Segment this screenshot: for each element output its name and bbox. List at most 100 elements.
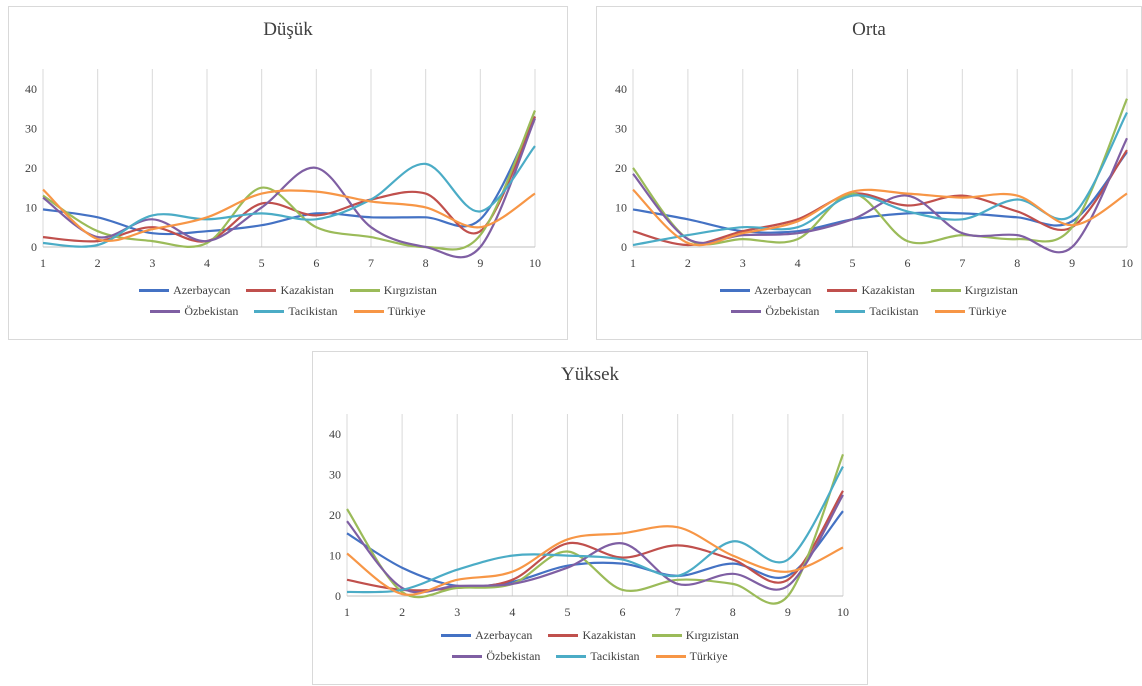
chart-plot: 0 10 20 30 40 1 2 3 4 5 6 7 8 9 10: [25, 69, 541, 270]
chart-plot: 0 10 20 30 40 1 2 3 4 5 6 7 8 9 10: [615, 69, 1133, 270]
x-tick-label: 3: [454, 605, 460, 619]
legend-label: Tacikistan: [869, 304, 919, 318]
chart-plot: 0 10 20 30 40 1 2 3 4 5 6 7 8 9 10: [329, 414, 849, 619]
chart-panel-dusuk: Düşük 0 10 20 30 40 1 2 3 4 5 6 7 8 9 10 Azerbaycan Kaz…: [8, 6, 568, 340]
legend-swatch: [731, 310, 762, 313]
y-tick-label: 20: [25, 161, 37, 175]
series-line-Kazakistan: [42, 116, 536, 243]
x-tick-label: 8: [1014, 256, 1020, 270]
x-tick-label: 5: [564, 605, 570, 619]
chart-title: Yüksek: [560, 364, 620, 385]
legend-label: Tacikistan: [288, 304, 338, 318]
y-tick-label: 0: [31, 240, 37, 254]
x-tick-label: 2: [95, 256, 101, 270]
x-tick-label: 10: [529, 256, 541, 270]
series-line-Azerbaycan: [346, 510, 844, 588]
legend-swatch: [651, 634, 682, 637]
legend-row: Azerbaycan Kazakistan Kırgızistan: [441, 628, 739, 643]
legend-item: Tacikistan: [556, 649, 640, 664]
x-tick-label: 7: [368, 256, 374, 270]
legend-label: Azerbaycan: [173, 283, 231, 297]
series-line-Azerbaycan: [632, 151, 1128, 234]
legend-swatch: [720, 289, 751, 292]
x-tick-label: 9: [785, 605, 791, 619]
legend-swatch: [441, 634, 472, 637]
legend-label: Özbekistan: [486, 649, 541, 663]
series-line-Tacikistan: [42, 145, 536, 248]
series-line-Türkiye: [42, 188, 536, 242]
x-tick-label: 9: [477, 256, 483, 270]
x-tick-label: 2: [399, 605, 405, 619]
legend-swatch: [835, 310, 866, 313]
y-tick-label: 0: [335, 589, 341, 603]
legend-label: Türkiye: [387, 304, 426, 318]
legend-swatch: [150, 310, 181, 313]
x-tick-label: 7: [959, 256, 965, 270]
chart-title: Düşük: [263, 19, 313, 40]
legend-swatch: [246, 289, 277, 292]
legend-label: Kırgızistan: [964, 283, 1018, 297]
chart-legend: Azerbaycan Kazakistan Kırgızistan Özbekista…: [313, 628, 867, 664]
y-tick-label: 0: [621, 240, 627, 254]
x-tick-label: 1: [630, 256, 636, 270]
legend-label: Türkiye: [968, 304, 1007, 318]
legend-label: Özbekistan: [184, 304, 239, 318]
y-tick-label: 10: [25, 200, 37, 214]
legend-swatch: [934, 310, 965, 313]
chart-panel-orta: Orta 0 10 20 30 40 1 2 3 4 5 6 7 8 9 10 Azerbaycan Kaza…: [596, 6, 1142, 340]
x-tick-label: 10: [837, 605, 849, 619]
legend-label: Özbekistan: [765, 304, 820, 318]
legend-swatch: [548, 634, 579, 637]
chart-legend: Azerbaycan Kazakistan Kırgızistan Özbekista…: [9, 283, 567, 319]
series-line-Tacikistan: [346, 466, 844, 594]
y-tick-label: 40: [615, 82, 627, 96]
x-tick-label: 2: [685, 256, 691, 270]
legend-item: Kazakistan: [827, 283, 915, 298]
legend-item: Azerbaycan: [139, 283, 230, 298]
series-line-Kırgızistan: [346, 454, 845, 605]
legend-swatch: [556, 655, 587, 658]
y-tick-label: 20: [615, 161, 627, 175]
series-line-Kırgızistan: [42, 110, 537, 251]
series-line-Kazakistan: [632, 149, 1128, 247]
series-line-Türkiye: [346, 525, 844, 596]
legend-label: Kazakistan: [582, 628, 636, 642]
chart-title: Orta: [852, 19, 886, 40]
x-tick-label: 5: [259, 256, 265, 270]
legend-row: Özbekistan Tacikistan Türkiye: [452, 649, 728, 664]
x-tick-label: 1: [344, 605, 350, 619]
y-tick-label: 30: [25, 121, 37, 135]
y-tick-label: 10: [615, 200, 627, 214]
legend-item: Tacikistan: [835, 304, 919, 319]
x-tick-label: 4: [795, 256, 801, 270]
legend-label: Azerbaycan: [754, 283, 812, 297]
legend-swatch: [139, 289, 170, 292]
x-tick-label: 8: [730, 605, 736, 619]
y-tick-label: 10: [329, 549, 341, 563]
legend-item: Özbekistan: [150, 304, 238, 319]
series-line-Tacikistan: [632, 111, 1128, 247]
x-tick-label: 5: [850, 256, 856, 270]
series-line-Türkiye: [632, 188, 1128, 247]
y-tick-label: 40: [329, 427, 341, 441]
legend-row: Azerbaycan Kazakistan Kırgızistan: [720, 283, 1018, 298]
x-tick-label: 6: [620, 605, 626, 619]
x-tick-label: 9: [1069, 256, 1075, 270]
legend-item: Özbekistan: [452, 649, 540, 664]
legend-item: Kazakistan: [548, 628, 636, 643]
legend-item: Azerbaycan: [720, 283, 811, 298]
x-tick-label: 7: [675, 605, 681, 619]
x-tick-label: 10: [1121, 256, 1133, 270]
legend-row: Azerbaycan Kazakistan Kırgızistan: [139, 283, 437, 298]
legend-swatch: [452, 655, 483, 658]
legend-item: Kırgızistan: [930, 283, 1018, 298]
legend-item: Türkiye: [655, 649, 728, 664]
x-tick-label: 8: [423, 256, 429, 270]
legend-label: Kırgızistan: [383, 283, 437, 297]
x-tick-label: 3: [740, 256, 746, 270]
legend-swatch: [827, 289, 858, 292]
series-line-Kırgızistan: [632, 98, 1129, 246]
legend-item: Kazakistan: [246, 283, 334, 298]
y-tick-label: 20: [329, 508, 341, 522]
legend-row: Özbekistan Tacikistan Türkiye: [150, 304, 426, 319]
